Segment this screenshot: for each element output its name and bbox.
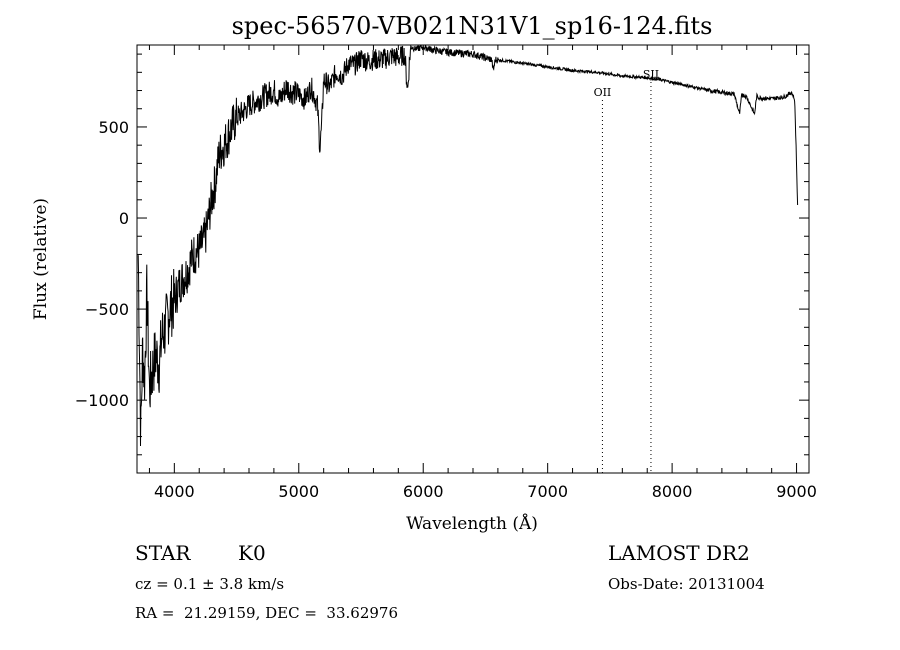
x-axis-label: Wavelength (Å)	[406, 513, 538, 534]
object-subclass: K0	[238, 541, 266, 565]
y-tick-label: 0	[119, 209, 129, 228]
axis-ticks	[137, 45, 809, 474]
x-tick-label: 7000	[527, 482, 568, 501]
tick-labels: 4000 5000 6000 7000 8000 9000 −1000 −500 0 500	[75, 118, 817, 501]
y-axis-label: Flux (relative)	[31, 198, 51, 320]
spectrum-line	[137, 44, 799, 447]
x-tick-label: 9000	[776, 482, 817, 501]
y-tick-label: −1000	[75, 391, 129, 410]
line-label-oii: OII	[594, 86, 612, 99]
obs-date: Obs-Date: 20131004	[608, 575, 765, 593]
x-tick-label: 6000	[403, 482, 444, 501]
x-tick-label: 5000	[278, 482, 319, 501]
x-tick-label: 4000	[154, 482, 195, 501]
redshift-text: cz = 0.1 ± 3.8 km/s	[135, 575, 285, 593]
y-tick-label: −500	[85, 300, 129, 319]
x-tick-label: 8000	[652, 482, 693, 501]
object-class: STAR	[135, 541, 191, 565]
y-tick-label: 500	[98, 118, 129, 137]
coordinates: RA = 21.29159, DEC = 33.62976	[135, 604, 399, 622]
survey-name: LAMOST DR2	[608, 541, 750, 565]
chart-title: spec-56570-VB021N31V1_sp16-124.fits	[232, 12, 713, 40]
